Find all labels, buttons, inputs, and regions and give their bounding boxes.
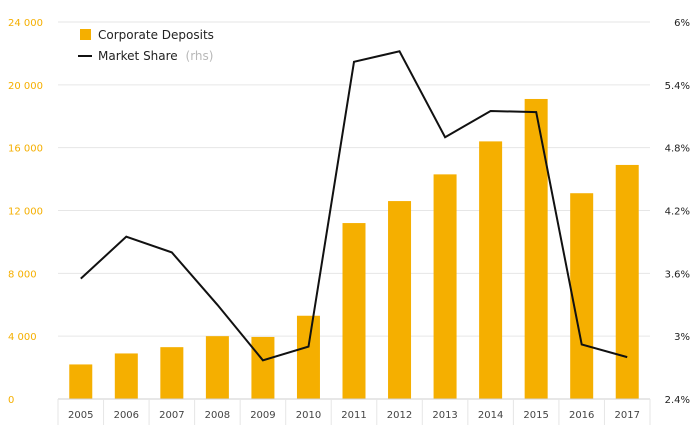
x-tick-label: 2008 [205,410,230,421]
x-tick-label: 2015 [523,410,548,421]
y-left-tick-label: 4 000 [8,332,37,343]
bar [479,141,503,399]
legend-label-line: Market Share (rhs) [98,49,213,63]
y-right-tick-label: 2.4% [665,395,690,406]
y-right-tick-label: 5.4% [665,81,690,92]
bar [69,364,93,399]
legend-line-name: Market Share [98,49,178,63]
y-left-tick-label: 16 000 [8,144,43,155]
y-right-tick-label: 3.6% [665,269,690,280]
bar [205,336,229,399]
x-tick-label: 2013 [432,410,457,421]
y-right-tick-label: 3% [674,332,690,343]
bar [251,336,275,399]
bar [615,164,639,399]
bar [433,174,457,399]
x-tick-label: 2014 [478,410,503,421]
x-tick-label: 2007 [159,410,184,421]
bar [296,315,320,399]
y-right-tick-label: 6% [674,18,690,29]
bar [570,193,594,399]
y-left-tick-label: 0 [8,395,14,406]
gridlines [58,21,650,337]
x-tick-label: 2009 [250,410,275,421]
x-tick-label: 2016 [569,410,594,421]
bar [342,223,366,399]
line-series [80,50,628,362]
bar [114,353,138,399]
x-tick-label: 2011 [341,410,366,421]
y-right-tick-label: 4.8% [665,144,690,155]
x-tick-label: 2017 [615,410,640,421]
legend-label-bar: Corporate Deposits [98,28,214,42]
y-left-tick-label: 12 000 [8,207,43,218]
x-tick-label: 2005 [68,410,93,421]
bar [160,347,184,399]
y-left-tick-label: 8 000 [8,269,37,280]
y-right-tick-label: 4.2% [665,207,690,218]
x-tick-label: 2010 [296,410,321,421]
x-tick-label: 2012 [387,410,412,421]
legend-line-suffix: (rhs) [186,49,214,63]
legend: Corporate Deposits Market Share (rhs) [78,28,214,63]
axes: 0 4 000 8 000 12 000 16 000 20 000 24 000 2.4% 3… [8,18,690,425]
legend-swatch-bar [80,29,91,40]
y-left-tick-label: 20 000 [8,81,43,92]
x-tick-label: 2006 [114,410,139,421]
bar-series [69,98,639,400]
bar [524,98,548,400]
y-left-tick-label: 24 000 [8,18,43,29]
bar [388,201,412,399]
